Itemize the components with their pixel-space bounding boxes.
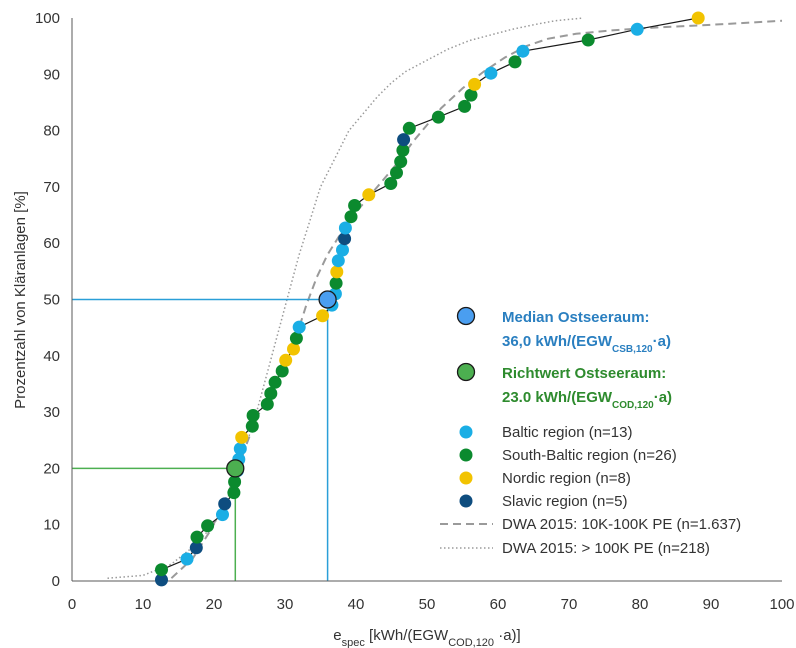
data-point-south-baltic [431,110,445,124]
tick-labels: 0 10 20 30 40 50 60 70 80 90 100 0 10 20 30 40 50 60 70 80 9… [35,10,795,613]
x-tick-label: 60 [490,596,507,613]
legend: Median Ostseeraum: 36,0 kWh/(EGWCSB,120·… [440,306,741,557]
y-tick-label: 70 [43,179,60,196]
data-point-baltic [338,221,352,235]
data-points [155,11,705,587]
data-point-slavic [397,133,411,147]
data-point-baltic [484,66,498,80]
y-tick-label: 80 [43,123,60,140]
y-tick-label: 50 [43,292,60,309]
data-point-nordic [362,188,376,202]
y-tick-label: 60 [43,235,60,252]
x-tick-label: 50 [419,596,436,613]
x-tick-label: 90 [703,596,720,613]
data-point-south-baltic [260,397,274,411]
richtwert-marker [226,459,245,478]
legend-marker-median [456,306,476,326]
guide-lines [72,298,329,581]
x-tick-label: 70 [561,596,578,613]
data-point-south-baltic [246,409,260,422]
x-tick-label: 40 [348,596,365,613]
data-point-south-baltic [464,88,478,102]
legend-median-line1: Median Ostseeraum: [502,309,650,326]
data-point-south-baltic [402,121,416,135]
legend-marker-baltic [459,425,473,439]
data-point-baltic [331,254,345,268]
legend-marker-south-baltic [459,448,473,462]
data-point-south-baltic [264,387,278,400]
data-point-nordic [235,430,249,444]
legend-label-slavic: Slavic region (n=5) [502,493,627,510]
legend-richtwert-line2: 23.0 kWh/(EGWCOD,120·a) [502,389,672,411]
data-point-south-baltic [245,419,259,433]
legend-marker-nordic [459,471,473,485]
data-point-south-baltic [344,210,358,224]
data-point-baltic [180,552,194,566]
legend-marker-richtwert [456,362,476,382]
data-point-south-baltic [275,364,289,378]
data-point-south-baltic [201,519,215,533]
data-point-nordic [316,309,330,323]
x-tick-label: 0 [68,596,76,613]
x-tick-label: 10 [135,596,152,613]
data-point-south-baltic [348,199,362,212]
data-point-south-baltic [508,55,522,69]
data-point-slavic [218,497,232,511]
data-point-south-baltic [289,331,303,345]
data-point-south-baltic [396,143,410,157]
x-tick-label: 80 [632,596,649,613]
data-point-south-baltic [268,375,282,389]
data-point-baltic [292,320,306,334]
data-point-nordic [468,77,482,91]
data-point-baltic [630,22,644,36]
data-point-south-baltic [394,155,408,169]
median-marker [318,290,337,309]
x-tick-label: 20 [206,596,223,613]
y-tick-label: 20 [43,460,60,477]
legend-marker-slavic [459,494,473,508]
data-point-baltic [336,243,349,257]
data-point-south-baltic [581,33,595,47]
data-point-slavic [189,541,203,555]
y-tick-label: 10 [43,517,60,534]
y-tick-label: 30 [43,404,60,421]
x-axis-title: espec [kWh/(EGWCOD,120 ·a)] [333,627,520,648]
data-point-nordic [330,265,344,279]
data-point-nordic [691,11,705,25]
legend-label-dwa-2: DWA 2015: > 100K PE (n=218) [502,540,710,557]
data-point-south-baltic [458,99,472,113]
data-point-nordic [287,342,300,356]
legend-label-nordic: Nordic region (n=8) [502,470,631,487]
data-point-baltic [216,508,229,522]
data-point-south-baltic [329,276,343,290]
legend-median-line2: 36,0 kWh/(EGWCSB,120·a) [502,333,671,355]
x-tick-label: 100 [769,596,794,613]
x-tick-label: 30 [277,596,294,613]
data-point-south-baltic [384,177,398,190]
legend-label-south-baltic: South-Baltic region (n=26) [502,447,677,464]
axes [71,18,782,582]
data-point-baltic [233,442,247,456]
y-tick-label: 100 [35,10,60,27]
data-point-nordic [279,353,293,367]
data-point-south-baltic [190,530,204,544]
data-point-slavic [155,573,168,587]
data-point-south-baltic [227,486,241,500]
data-point-south-baltic [390,166,403,180]
legend-richtwert-line1: Richtwert Ostseeraum: [502,365,666,382]
legend-label-dwa-1: DWA 2015: 10K-100K PE (n=1.637) [502,516,741,533]
y-tick-label: 40 [43,348,60,365]
y-tick-label: 90 [43,66,60,83]
data-point-south-baltic [228,475,242,489]
data-point-south-baltic [155,563,168,577]
data-point-slavic [338,232,352,246]
legend-label-baltic: Baltic region (n=13) [502,424,633,441]
y-axis-title: Prozentzahl von Kläranlagen [%] [12,191,29,409]
highlight-markers [226,290,337,478]
y-tick-label: 0 [52,573,60,590]
data-point-baltic [516,44,530,58]
